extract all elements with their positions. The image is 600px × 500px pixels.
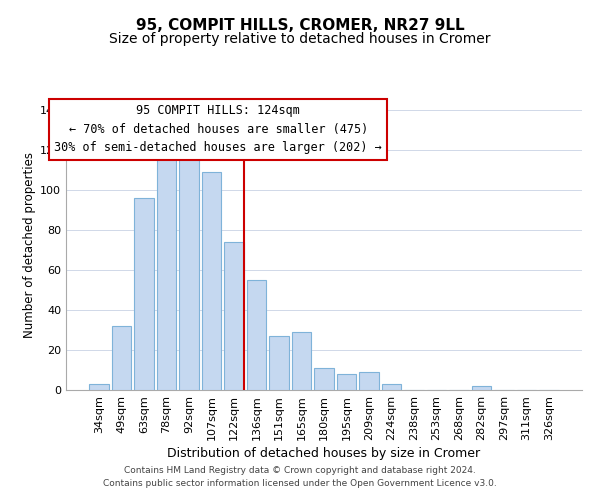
Bar — [157, 126, 176, 390]
Text: 95 COMPIT HILLS: 124sqm
← 70% of detached houses are smaller (475)
30% of semi-d: 95 COMPIT HILLS: 124sqm ← 70% of detache… — [55, 104, 382, 154]
Bar — [314, 368, 334, 390]
Bar — [292, 332, 311, 390]
Bar — [112, 326, 131, 390]
X-axis label: Distribution of detached houses by size in Cromer: Distribution of detached houses by size … — [167, 447, 481, 460]
Y-axis label: Number of detached properties: Number of detached properties — [23, 152, 36, 338]
Bar — [359, 372, 379, 390]
Bar — [382, 384, 401, 390]
Text: 95, COMPIT HILLS, CROMER, NR27 9LL: 95, COMPIT HILLS, CROMER, NR27 9LL — [136, 18, 464, 32]
Bar — [179, 126, 199, 390]
Bar — [134, 198, 154, 390]
Bar — [337, 374, 356, 390]
Bar — [247, 280, 266, 390]
Bar — [269, 336, 289, 390]
Bar — [202, 172, 221, 390]
Bar — [89, 384, 109, 390]
Bar — [472, 386, 491, 390]
Text: Contains HM Land Registry data © Crown copyright and database right 2024.
Contai: Contains HM Land Registry data © Crown c… — [103, 466, 497, 487]
Text: Size of property relative to detached houses in Cromer: Size of property relative to detached ho… — [109, 32, 491, 46]
Bar — [224, 242, 244, 390]
